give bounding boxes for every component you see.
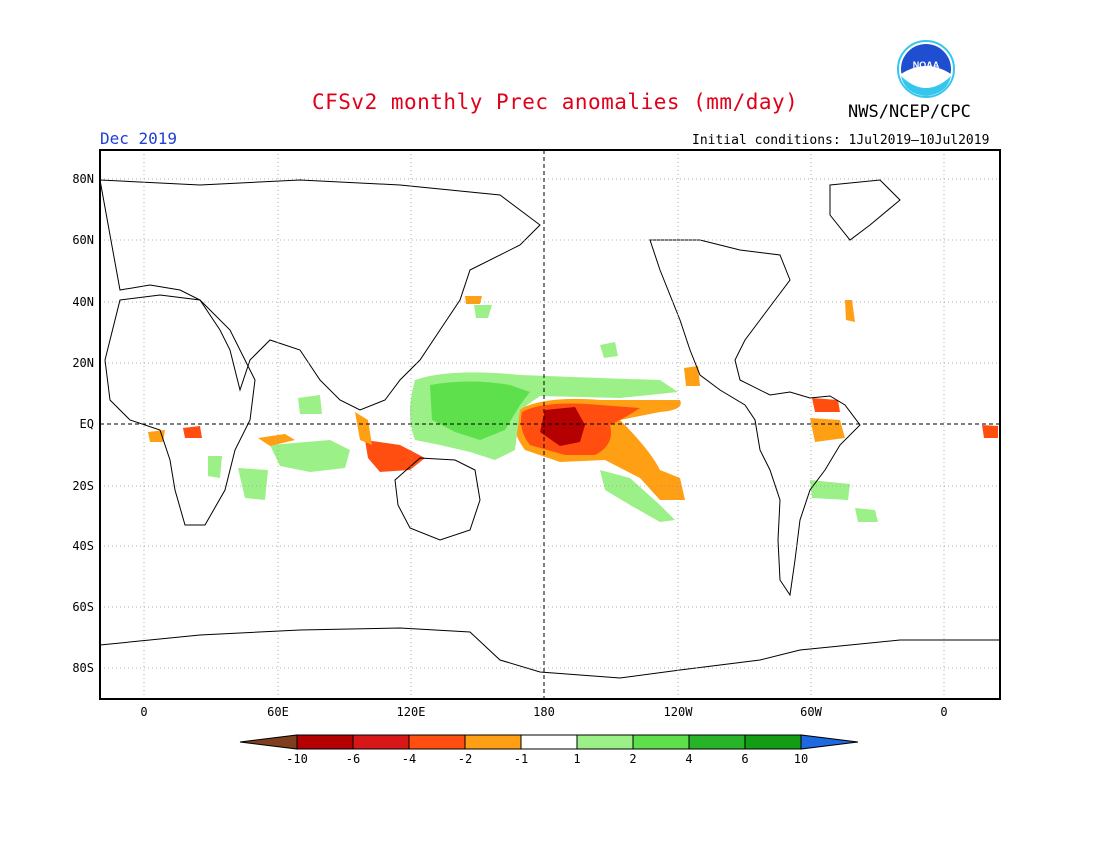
- south-pacific-wet: [600, 470, 675, 522]
- colorbar-label: -4: [401, 752, 417, 766]
- colorbar-label: 10: [793, 752, 809, 766]
- lat-label: 80N: [72, 172, 94, 186]
- lon-label: 0: [140, 705, 148, 719]
- colorbar-bin: [520, 734, 578, 750]
- japan-wet: [474, 305, 492, 318]
- noaa-logo: NOAA: [897, 40, 955, 98]
- caribbean-dry: [812, 398, 840, 412]
- africa-coast: [104, 294, 256, 526]
- lon-label: 180: [533, 705, 555, 719]
- colorbar-label: -6: [345, 752, 361, 766]
- lat-label: 40N: [72, 295, 94, 309]
- lon-label: 60W: [800, 705, 822, 719]
- north-america-coast: [649, 239, 861, 597]
- bay-bengal-wet: [298, 395, 322, 414]
- lat-label: 20N: [72, 356, 94, 370]
- madagascar-wet: [208, 456, 222, 478]
- colorbar-bin: [688, 734, 746, 750]
- east-pacific-wet: [600, 342, 618, 358]
- colorbar-label: -1: [513, 752, 529, 766]
- colorbar-label: -10: [286, 752, 308, 766]
- colorbar-label: -2: [457, 752, 473, 766]
- brazil-wet: [810, 480, 850, 500]
- colorbar-label: 6: [741, 752, 749, 766]
- colorbar-label: 4: [685, 752, 693, 766]
- gulf-of-guinea-dry: [982, 425, 998, 438]
- lat-label: EQ: [79, 417, 94, 431]
- anomaly-shading: [148, 296, 998, 522]
- initial-conditions: Initial conditions: 1Jul2019–10Jul2019: [692, 133, 990, 148]
- coastlines: [99, 179, 1000, 679]
- north-pacific-dry: [465, 296, 482, 304]
- lon-label: 120W: [663, 705, 693, 719]
- colorbar-bin: [632, 734, 690, 750]
- colorbar-bin: [464, 734, 522, 750]
- amazon-dry: [810, 418, 845, 442]
- lat-label: 80S: [72, 661, 94, 675]
- indian-ocean-wet: [270, 440, 350, 472]
- south-atlantic-wet: [855, 508, 878, 522]
- colorbar-label: 2: [629, 752, 637, 766]
- greenland-coast: [829, 179, 901, 241]
- lat-label: 60N: [72, 233, 94, 247]
- africa-wet: [238, 468, 268, 500]
- north-atlantic-dry: [845, 300, 855, 322]
- mexico-dry: [684, 366, 700, 386]
- logo-text: NOAA: [913, 60, 940, 70]
- sumatra-dry: [355, 412, 372, 445]
- maritime-dry: [365, 440, 425, 472]
- forecast-month: Dec 2019: [100, 129, 178, 148]
- central-africa-dry: [183, 426, 202, 438]
- organization-label: NWS/NCEP/CPC: [848, 102, 971, 122]
- colorbar-label: 1: [573, 752, 581, 766]
- lon-label: 0: [940, 705, 948, 719]
- australia-coast: [394, 457, 481, 541]
- lat-label: 60S: [72, 600, 94, 614]
- colorbar-bin: [408, 734, 466, 750]
- colorbar-bin: [744, 734, 802, 750]
- central-pacific-dry-core: [540, 407, 585, 446]
- antarctica-coast: [99, 627, 1000, 679]
- colorbar-bin: [296, 734, 354, 750]
- colorbar-arrow-left: [239, 734, 298, 750]
- colorbar-bin: [576, 734, 634, 750]
- lon-label: 120E: [396, 705, 426, 719]
- eurasia-coast: [99, 179, 541, 411]
- colorbar-arrow-right: [800, 734, 859, 750]
- colorbar: [239, 734, 859, 750]
- lat-label: 40S: [72, 539, 94, 553]
- east-africa-dry: [258, 434, 295, 446]
- map-title: CFSv2 monthly Prec anomalies (mm/day): [312, 90, 799, 114]
- colorbar-bin: [352, 734, 410, 750]
- lat-label: 20S: [72, 479, 94, 493]
- map-frame: [99, 149, 1001, 700]
- west-pacific-wet-core: [430, 381, 530, 440]
- lon-label: 60E: [267, 705, 289, 719]
